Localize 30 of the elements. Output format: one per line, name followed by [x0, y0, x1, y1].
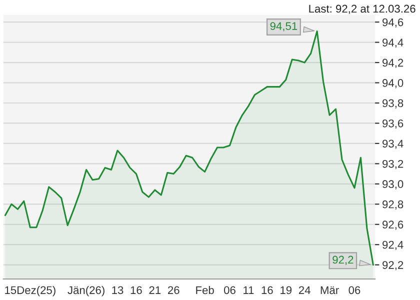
- y-tick-label: 93,2: [382, 160, 404, 170]
- y-tick-label: 92,2: [382, 261, 404, 270]
- x-tick-label: 06: [224, 286, 236, 294]
- x-tick-label: 15Dez(25): [5, 286, 56, 296]
- y-tick-label: 94,0: [382, 79, 404, 88]
- y-tick-label: 93,0: [382, 180, 404, 190]
- x-tick-label: 16: [262, 286, 273, 294]
- x-tick-label: 11: [244, 286, 254, 294]
- y-tick-label: 94,6: [382, 18, 404, 28]
- x-tick-label: 19: [280, 286, 292, 294]
- x-tick-label: 06: [348, 286, 360, 294]
- x-tick-label: 24: [298, 286, 310, 294]
- data-label: 94,51: [270, 22, 298, 32]
- y-tick-label: 93,8: [382, 99, 404, 108]
- x-tick-label: Jän(26): [68, 286, 104, 296]
- y-tick-label: 94,4: [382, 38, 404, 48]
- y-tick-label: 93,6: [382, 119, 404, 129]
- x-tick-label: Feb: [196, 286, 214, 294]
- y-tick-label: 94,2: [382, 58, 404, 68]
- y-tick-label: 92,6: [382, 220, 404, 230]
- y-tick-label: 92,8: [382, 200, 404, 210]
- x-tick-label: 13: [112, 286, 124, 294]
- x-tick-label: 21: [149, 286, 161, 294]
- y-tick-label: 93,4: [382, 140, 404, 149]
- y-tick-label: 92,4: [382, 240, 404, 250]
- x-tick-label: Mär: [320, 286, 339, 294]
- x-tick-label: 16: [130, 286, 142, 294]
- x-tick-label: 26: [168, 286, 180, 294]
- text: Last: 92,2 at 12.03.26: [309, 4, 416, 14]
- data-label: 92,2: [332, 256, 354, 265]
